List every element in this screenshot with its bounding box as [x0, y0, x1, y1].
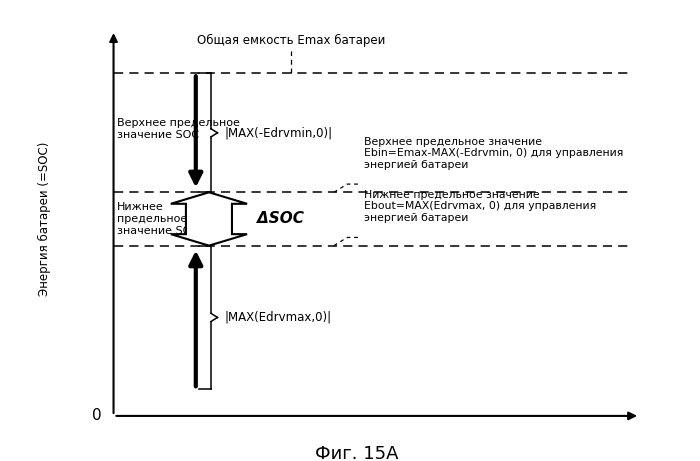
- Text: 0: 0: [92, 408, 102, 423]
- Text: Энергия батареи (=SOC): Энергия батареи (=SOC): [38, 142, 51, 296]
- Text: |MAX(Edrvmax,0)|: |MAX(Edrvmax,0)|: [224, 311, 331, 324]
- Text: |MAX(-Edrvmin,0)|: |MAX(-Edrvmin,0)|: [224, 126, 332, 139]
- Text: Фиг. 15А: Фиг. 15А: [315, 444, 399, 461]
- Polygon shape: [171, 192, 247, 246]
- Text: Верхнее предельное
значение SOC: Верхнее предельное значение SOC: [117, 118, 239, 140]
- Text: Нижнее предельное значение
Ebout=MAX(Edrvmax, 0) для управления
энергией батареи: Нижнее предельное значение Ebout=MAX(Edr…: [363, 190, 596, 223]
- Text: Нижнее
предельное
значение SOC: Нижнее предельное значение SOC: [117, 202, 199, 236]
- Text: Верхнее предельное значение
Ebin=Emax-MAX(-Edrvmin, 0) для управления
энергией б: Верхнее предельное значение Ebin=Emax-MA…: [363, 136, 623, 170]
- Text: ΔSOC: ΔSOC: [257, 212, 304, 226]
- Text: Общая емкость Emax батареи: Общая емкость Emax батареи: [197, 34, 386, 47]
